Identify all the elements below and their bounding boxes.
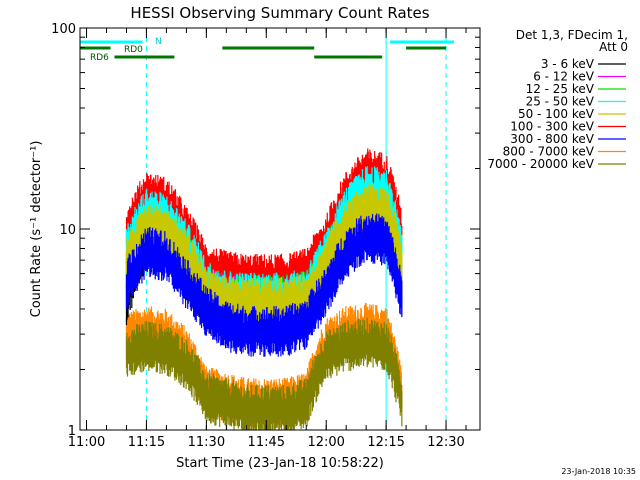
y-tick-label-2: 100	[51, 22, 76, 37]
x-axis: 11:00 11:15 11:30 11:45 12:00 12:15 12:30	[68, 28, 467, 450]
x-tick-label-4: 12:00	[307, 435, 344, 450]
series-line-6	[125, 213, 403, 357]
x-tick-label-0: 11:00	[68, 435, 105, 450]
flag-label-rd6: RD6	[90, 53, 109, 63]
legend-entry-6: 300 - 800 keV	[510, 132, 594, 146]
legend-entry-2: 12 - 25 keV	[526, 82, 595, 96]
legend-header-line-2: Att 0	[599, 40, 628, 54]
y-tick-label-1: 10	[59, 223, 76, 238]
flag-label-n: N	[155, 37, 162, 47]
flag-bars: N RD0 RD6	[80, 37, 455, 63]
x-tick-label-1: 11:15	[128, 435, 165, 450]
y-axis-label: Count Rate (s⁻¹ detector⁻¹)	[29, 141, 44, 318]
y-axis: 1 10 100	[51, 22, 480, 439]
x-axis-label: Start Time (23-Jan-18 10:58:22)	[176, 456, 384, 471]
legend-entry-0: 3 - 6 keV	[541, 57, 595, 71]
series-7000-20000kev	[125, 317, 403, 430]
series-300-800kev	[125, 213, 403, 357]
x-tick-label-3: 11:45	[248, 435, 285, 450]
x-tick-label-5: 12:15	[367, 435, 404, 450]
legend-entry-7: 800 - 7000 keV	[503, 145, 595, 159]
legend-entry-8: 7000 - 20000 keV	[487, 157, 594, 171]
legend-header-line-1: Det 1,3, FDecim 1,	[516, 28, 628, 42]
chart-title: HESSI Observing Summary Count Rates	[130, 4, 429, 22]
legend-entry-5: 100 - 300 keV	[510, 120, 594, 134]
legend-entry-1: 6 - 12 keV	[533, 70, 595, 84]
x-tick-label-6: 12:30	[427, 435, 464, 450]
series-layer	[125, 148, 403, 430]
y-tick-label-0: 1	[68, 424, 76, 439]
flag-label-rd0: RD0	[124, 45, 143, 55]
x-tick-label-2: 11:30	[188, 435, 225, 450]
footer-timestamp: 23-Jan-2018 10:35	[561, 467, 636, 476]
legend-entry-4: 50 - 100 keV	[518, 107, 595, 121]
series-line-8	[125, 317, 403, 430]
legend-entry-3: 25 - 50 keV	[526, 95, 595, 109]
